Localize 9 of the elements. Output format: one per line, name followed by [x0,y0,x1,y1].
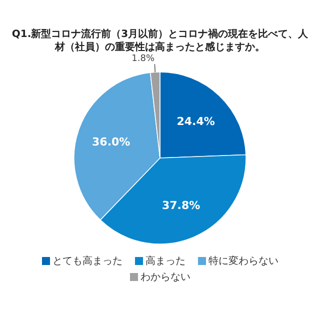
data-label: 36.0% [92,135,130,148]
data-label: 37.8% [162,199,200,212]
data-label: 1.8% [132,54,155,64]
chart-title: Q1.新型コロナ流行前（3月以前）とコロナ禍の現在を比べて、人材（社員）の重要性は高まったと感じますか。 [10,27,310,54]
legend-label: わからない [140,271,190,284]
legend-label: 高まった [146,254,186,268]
legend-label: とても高まった [52,254,122,268]
data-label: 24.4% [176,114,215,128]
legend-label: 特に変わらない [208,254,278,268]
